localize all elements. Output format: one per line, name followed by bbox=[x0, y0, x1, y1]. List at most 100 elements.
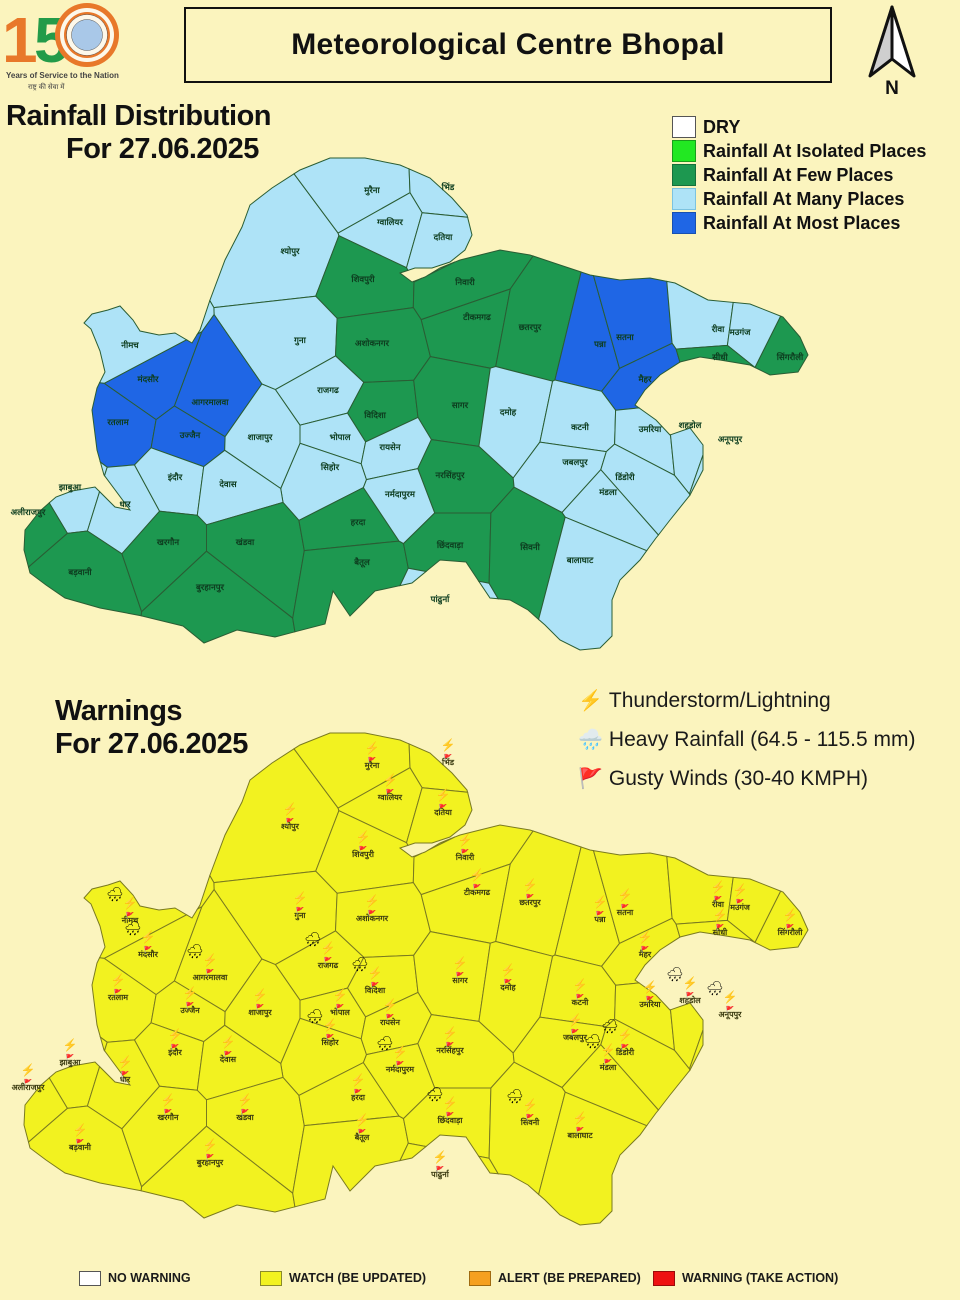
svg-text:नरसिंहपुर: नरसिंहपुर bbox=[435, 470, 465, 481]
svg-text:🚩: 🚩 bbox=[444, 753, 453, 762]
svg-text:⚡: ⚡ bbox=[443, 1096, 458, 1110]
svg-text:⚡: ⚡ bbox=[21, 1063, 36, 1077]
svg-text:⚡: ⚡ bbox=[711, 880, 726, 894]
svg-text:⚡: ⚡ bbox=[436, 788, 451, 802]
svg-text:🚩: 🚩 bbox=[461, 848, 470, 857]
svg-text:गुना: गुना bbox=[293, 335, 307, 346]
svg-text:पांढुर्ना: पांढुर्ना bbox=[430, 594, 451, 605]
svg-text:🚩: 🚩 bbox=[114, 988, 123, 997]
svg-text:रीवा: रीवा bbox=[711, 324, 725, 334]
svg-text:छिंदवाड़ा: छिंदवाड़ा bbox=[436, 540, 464, 550]
svg-text:⚡: ⚡ bbox=[183, 986, 198, 1000]
svg-text:बैतूल: बैतूल bbox=[353, 557, 371, 568]
svg-text:मैहर: मैहर bbox=[637, 374, 652, 384]
svg-text:⚡: ⚡ bbox=[573, 978, 588, 992]
svg-text:हरदा: हरदा bbox=[350, 517, 367, 527]
svg-text:🚩: 🚩 bbox=[436, 1165, 445, 1174]
svg-text:आगरमालवा: आगरमालवा bbox=[192, 397, 230, 407]
svg-text:विदिशा: विदिशा bbox=[363, 410, 386, 420]
svg-text:🚩: 🚩 bbox=[66, 1053, 75, 1062]
svg-text:⚡: ⚡ bbox=[568, 1013, 583, 1027]
svg-text:🚩: 🚩 bbox=[786, 923, 795, 932]
svg-text:⚡: ⚡ bbox=[168, 1028, 183, 1042]
svg-text:⚡: ⚡ bbox=[523, 878, 538, 892]
svg-text:🌧: 🌧 bbox=[706, 980, 724, 996]
svg-text:⚡: ⚡ bbox=[523, 1098, 538, 1112]
svg-text:🚩: 🚩 bbox=[206, 1153, 215, 1162]
svg-text:⚡: ⚡ bbox=[118, 1055, 133, 1069]
svg-text:रतलाम: रतलाम bbox=[106, 417, 129, 427]
svg-text:🚩: 🚩 bbox=[256, 1003, 265, 1012]
svg-text:मुरैना: मुरैना bbox=[363, 185, 380, 196]
svg-text:🚩: 🚩 bbox=[646, 995, 655, 1004]
svg-text:देवास: देवास bbox=[218, 479, 237, 489]
svg-text:🚩: 🚩 bbox=[359, 845, 368, 854]
svg-text:खरगौन: खरगौन bbox=[156, 537, 180, 547]
svg-text:🌧: 🌧 bbox=[186, 943, 204, 959]
svg-text:सिंगरौली: सिंगरौली bbox=[776, 352, 804, 362]
svg-text:🚩: 🚩 bbox=[121, 1070, 130, 1079]
svg-text:शिवपुरी: शिवपुरी bbox=[350, 274, 375, 285]
svg-text:🌧: 🌧 bbox=[106, 886, 124, 902]
svg-text:छतरपुर: छतरपुर bbox=[518, 322, 542, 333]
svg-text:⚡: ⚡ bbox=[618, 888, 633, 902]
svg-text:🌧: 🌧 bbox=[376, 1035, 394, 1051]
svg-text:राजगढ: राजगढ bbox=[316, 385, 340, 395]
svg-text:⚡: ⚡ bbox=[123, 896, 138, 910]
svg-text:दमोह: दमोह bbox=[499, 407, 517, 417]
svg-text:🌧: 🌧 bbox=[506, 1088, 524, 1104]
svg-text:टीकमगढ: टीकमगढ bbox=[462, 312, 492, 322]
svg-text:🌧: 🌧 bbox=[584, 1033, 602, 1049]
svg-text:⚡: ⚡ bbox=[63, 1038, 78, 1052]
svg-text:भिंड: भिंड bbox=[441, 182, 455, 192]
svg-text:🚩: 🚩 bbox=[396, 1060, 405, 1069]
svg-text:उज्जैन: उज्जैन bbox=[179, 430, 202, 440]
svg-text:🚩: 🚩 bbox=[171, 1043, 180, 1052]
svg-text:🌧: 🌧 bbox=[426, 1086, 444, 1102]
svg-text:⚡: ⚡ bbox=[161, 1093, 176, 1107]
svg-text:⚡: ⚡ bbox=[723, 990, 738, 1004]
svg-text:ग्वालियर: ग्वालियर bbox=[376, 217, 403, 227]
svg-text:⚡: ⚡ bbox=[365, 741, 380, 755]
svg-text:🚩: 🚩 bbox=[336, 1003, 345, 1012]
svg-text:⚡: ⚡ bbox=[203, 1138, 218, 1152]
svg-text:⚡: ⚡ bbox=[573, 1111, 588, 1125]
svg-text:बुरहानपुर: बुरहानपुर bbox=[195, 582, 225, 593]
svg-text:⚡: ⚡ bbox=[333, 988, 348, 1002]
svg-text:🚩: 🚩 bbox=[186, 1001, 195, 1010]
svg-text:नर्मदापुरम: नर्मदापुरम bbox=[384, 489, 416, 500]
svg-text:⚡: ⚡ bbox=[283, 802, 298, 816]
svg-text:⚡: ⚡ bbox=[601, 1043, 616, 1057]
svg-text:उमरिया: उमरिया bbox=[638, 424, 662, 434]
svg-text:⚡: ⚡ bbox=[733, 883, 748, 897]
svg-text:बड़वानी: बड़वानी bbox=[67, 567, 92, 577]
svg-text:⚡: ⚡ bbox=[383, 773, 398, 787]
svg-text:कटनी: कटनी bbox=[570, 422, 590, 432]
svg-text:🚩: 🚩 bbox=[386, 788, 395, 797]
svg-text:⚡: ⚡ bbox=[365, 894, 380, 908]
svg-text:⚡: ⚡ bbox=[393, 1045, 408, 1059]
svg-text:🚩: 🚩 bbox=[571, 1028, 580, 1037]
svg-text:🚩: 🚩 bbox=[386, 1013, 395, 1022]
svg-text:⚡: ⚡ bbox=[141, 930, 156, 944]
svg-text:मंडला: मंडला bbox=[598, 487, 617, 497]
svg-text:⚡: ⚡ bbox=[293, 891, 308, 905]
svg-text:⚡: ⚡ bbox=[323, 1018, 338, 1032]
svg-text:पन्ना: पन्ना bbox=[593, 339, 607, 349]
svg-text:⚡: ⚡ bbox=[470, 868, 485, 882]
svg-text:श्योपुर: श्योपुर bbox=[280, 246, 300, 257]
svg-text:अशोकनगर: अशोकनगर bbox=[355, 338, 390, 348]
svg-text:⚡: ⚡ bbox=[383, 998, 398, 1012]
svg-text:⚡: ⚡ bbox=[441, 738, 456, 752]
svg-text:निवारी: निवारी bbox=[454, 277, 475, 287]
svg-text:सीधी: सीधी bbox=[711, 352, 728, 362]
svg-text:नीमच: नीमच bbox=[120, 340, 139, 350]
svg-text:🚩: 🚩 bbox=[686, 991, 695, 1000]
svg-text:⚡: ⚡ bbox=[321, 941, 336, 955]
svg-text:🚩: 🚩 bbox=[456, 971, 465, 980]
svg-text:⚡: ⚡ bbox=[433, 1150, 448, 1164]
svg-text:भोपाल: भोपाल bbox=[330, 432, 352, 442]
svg-text:⚡: ⚡ bbox=[443, 1026, 458, 1040]
svg-text:🚩: 🚩 bbox=[604, 1058, 613, 1067]
svg-text:🚩: 🚩 bbox=[358, 1128, 367, 1137]
